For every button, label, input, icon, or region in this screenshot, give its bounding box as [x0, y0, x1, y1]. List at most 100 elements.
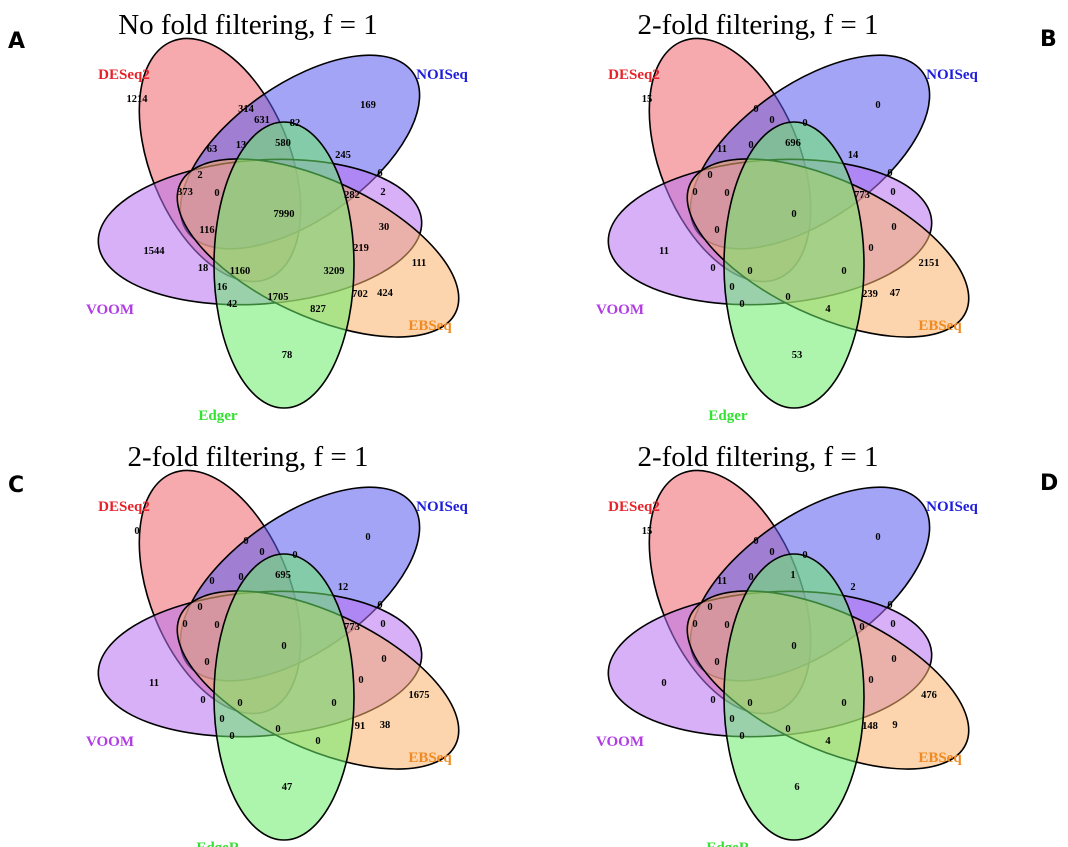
region-count-v: 11	[149, 678, 159, 689]
region-count-nvb: 0	[890, 187, 895, 198]
region-count-n: 0	[365, 532, 370, 543]
venn-panel-c: C 2-fold filtering, f = 1 DESeq2 NOISeq VOOM…	[8, 441, 468, 847]
region-count-dv: 0	[197, 602, 202, 613]
region-count-g2: 827	[310, 304, 326, 315]
set-label-voom: VOOM	[596, 734, 644, 750]
region-count-n1: 0	[802, 118, 807, 129]
region-count-e: 2151	[919, 258, 940, 269]
set-label-voom: VOOM	[86, 734, 134, 750]
region-count-vg3: 42	[227, 299, 238, 310]
region-count-nev: 282	[344, 190, 360, 201]
region-count-de: 11	[717, 144, 727, 155]
region-count-dvb: 0	[724, 188, 729, 199]
region-count-nv: 12	[338, 582, 349, 593]
region-count-d: 15	[642, 526, 653, 537]
venn-panel-d: D 2-fold filtering, f = 1 DESeq2 NOISeq VOOM…	[596, 441, 1058, 847]
region-count-nv: 2	[850, 582, 855, 593]
region-count-g: 53	[792, 350, 803, 361]
region-count-nvb: 2	[380, 187, 385, 198]
region-count-dn2: 0	[769, 547, 774, 558]
set-label-deseq2: DESeq2	[608, 67, 660, 83]
region-count-all: 0	[791, 641, 796, 652]
region-count-d: 0	[134, 526, 139, 537]
region-count-nvb: 0	[380, 619, 385, 630]
set-label-noiseq: NOISeq	[926, 67, 978, 83]
region-count-nva: 6	[377, 168, 382, 179]
region-count-vg2: 0	[219, 714, 224, 725]
region-count-nva: 0	[887, 600, 892, 611]
region-count-dne: 0	[238, 572, 243, 583]
region-count-de: 63	[207, 144, 218, 155]
region-count-dv: 0	[707, 170, 712, 181]
region-count-nvg: 0	[868, 243, 873, 254]
region-count-d: 15	[642, 94, 653, 105]
region-count-nva: 0	[887, 168, 892, 179]
region-count-vg3: 0	[739, 299, 744, 310]
region-count-n1: 0	[802, 550, 807, 561]
region-count-dnev: 580	[275, 138, 291, 149]
region-count-dve: 0	[714, 657, 719, 668]
region-count-all: 0	[791, 209, 796, 220]
region-count-vgn: 0	[747, 266, 752, 277]
panel-title: 2-fold filtering, f = 1	[637, 441, 878, 473]
region-count-dvb: 0	[724, 620, 729, 631]
region-count-vg2: 0	[729, 714, 734, 725]
region-count-dvc: 0	[692, 619, 697, 630]
region-count-vg3: 0	[229, 731, 234, 742]
region-count-eg: 239	[862, 289, 878, 300]
region-count-eg2: 38	[380, 720, 391, 731]
region-count-dn1: 0	[753, 536, 758, 547]
panel-title: 2-fold filtering, f = 1	[127, 441, 368, 473]
region-count-nvb: 0	[890, 619, 895, 630]
region-count-ev: 0	[891, 222, 896, 233]
region-count-nv: 245	[335, 150, 351, 161]
set-label-edger: Edger	[708, 408, 748, 424]
region-count-vgn: 0	[747, 698, 752, 709]
set-label-noiseq: NOISeq	[416, 67, 468, 83]
region-count-nev: 773	[854, 190, 870, 201]
region-count-egn: 0	[841, 698, 846, 709]
region-count-e: 111	[412, 258, 427, 269]
region-count-nv: 14	[848, 150, 859, 161]
region-count-n1: 82	[290, 118, 301, 129]
region-count-vg2: 0	[729, 282, 734, 293]
region-count-dne: 13	[236, 140, 247, 151]
region-count-eg: 148	[862, 721, 878, 732]
set-label-deseq2: DESeq2	[98, 499, 150, 515]
ellipse-edger	[723, 121, 865, 409]
region-count-nvg: 219	[353, 243, 369, 254]
region-count-v: 11	[659, 246, 669, 257]
region-count-dn2: 631	[254, 115, 270, 126]
region-count-dn1: 314	[238, 104, 255, 115]
region-count-dvc: 0	[692, 187, 697, 198]
region-count-eg: 91	[355, 721, 366, 732]
region-count-n: 169	[360, 100, 376, 111]
region-count-de: 0	[209, 576, 214, 587]
set-label-noiseq: NOISeq	[416, 499, 468, 515]
region-count-dn2: 0	[259, 547, 264, 558]
region-count-gn: 0	[275, 724, 280, 735]
panel-letter: D	[1040, 471, 1058, 496]
region-count-ev: 0	[891, 654, 896, 665]
set-label-deseq2: DESeq2	[608, 499, 660, 515]
region-count-de: 11	[717, 576, 727, 587]
set-label-voom: VOOM	[86, 302, 134, 318]
venn-panel-a: A No fold filtering, f = 1 DESeq2 NOISeq VOO…	[8, 9, 468, 424]
region-count-eg2: 9	[892, 720, 897, 731]
region-count-dn1: 0	[243, 536, 248, 547]
region-count-dne: 0	[748, 140, 753, 151]
region-count-all: 0	[281, 641, 286, 652]
region-count-dve: 0	[204, 657, 209, 668]
region-count-g: 78	[282, 350, 293, 361]
region-count-gn: 1705	[268, 292, 289, 303]
region-count-egn: 3209	[324, 266, 345, 277]
region-count-vg3: 0	[739, 731, 744, 742]
region-count-dve: 0	[714, 225, 719, 236]
panel-title: No fold filtering, f = 1	[118, 9, 378, 41]
region-count-nva: 0	[377, 600, 382, 611]
venn-panel-b: B 2-fold filtering, f = 1 DESeq2 NOISeq VOOM…	[596, 9, 1057, 424]
region-count-ev: 30	[379, 222, 390, 233]
region-count-egn: 0	[331, 698, 336, 709]
region-count-egn: 0	[841, 266, 846, 277]
